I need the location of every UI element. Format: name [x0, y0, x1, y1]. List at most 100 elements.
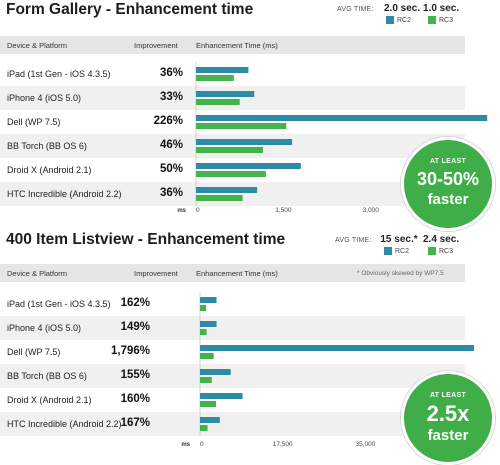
bar-rc3 [200, 353, 214, 359]
bar-rc2 [200, 321, 217, 327]
legend-rc3-label: RC3 [439, 247, 454, 255]
device-label: BB Torch (BB OS 6) [7, 371, 87, 381]
bar-rc2 [196, 115, 488, 121]
badge-bottom-text: faster [427, 427, 469, 444]
table-row: iPad (1st Gen - iOS 4.3.5) 36% [0, 62, 465, 86]
improvement-value: 33% [159, 91, 183, 103]
legend-rc3-swatch [428, 247, 436, 255]
improvement-value: 149% [120, 321, 150, 333]
legend-rc2-swatch [386, 16, 394, 24]
legend-rc3-label: RC3 [439, 16, 454, 24]
legend-rc2: RC2 [386, 16, 411, 24]
bar-rc2 [196, 91, 255, 97]
table-row: Dell (WP 7.5) 226% [0, 110, 465, 134]
bar-rc3 [200, 329, 207, 335]
bar-rc3 [196, 147, 263, 153]
x-tick-label: 17,500 [273, 441, 293, 448]
table-row: Droid X (Android 2.1) 50% [0, 158, 465, 182]
table-row: BB Torch (BB OS 6) 155% [0, 364, 465, 388]
improvement-value: 36% [159, 67, 183, 79]
chart-title: Form Gallery - Enhancement time [6, 1, 254, 18]
avg-time-rc2: 15 sec.* [380, 234, 418, 245]
column-header-time: Enhancement Time (ms) [196, 41, 278, 50]
skew-footnote: * Obviously skewed by WP7.5 [357, 270, 444, 277]
legend-rc3-swatch [428, 16, 436, 24]
x-tick-label: 3,000 [363, 207, 380, 214]
legend-rc3: RC3 [428, 247, 453, 255]
x-tick-label: 1,500 [275, 207, 292, 214]
avg-time-label: AVG TIME: [335, 237, 372, 244]
speedup-badge: AT LEAST 30-50% faster [401, 137, 495, 231]
improvement-value: 155% [120, 369, 150, 381]
table-row: iPhone 4 (iOS 5.0) 149% [0, 316, 465, 340]
table-row: Droid X (Android 2.1) 160% [0, 388, 465, 412]
improvement-value: 162% [120, 297, 150, 309]
avg-time-rc3: 2.4 sec. [423, 234, 460, 245]
column-header-device: Device & Platform [7, 41, 68, 50]
column-header-band [0, 264, 465, 282]
bar-rc3 [200, 425, 208, 431]
column-header-device: Device & Platform [7, 269, 68, 278]
x-unit-label: ms [181, 442, 190, 448]
improvement-value: 160% [120, 393, 150, 405]
device-label: iPhone 4 (iOS 5.0) [7, 93, 82, 103]
improvement-value: 167% [120, 417, 150, 429]
bar-rc3 [196, 75, 234, 81]
improvement-value: 50% [159, 163, 183, 175]
avg-time-label: AVG TIME: [337, 6, 374, 13]
badge-main-text: 2.5x [426, 401, 470, 426]
bar-rc3 [200, 401, 217, 407]
device-label: HTC Incredible (Android 2.2) [7, 419, 122, 429]
listview-chart: 400 Item Listview - Enhancement time AVG… [0, 230, 500, 465]
legend-rc3: RC3 [428, 16, 453, 24]
bar-rc2 [200, 297, 217, 303]
x-tick-label: 35,000 [355, 441, 375, 448]
table-row: HTC Incredible (Android 2.2) 167% [0, 412, 465, 436]
legend-rc2-label: RC2 [395, 247, 410, 255]
bar-rc2 [196, 187, 258, 193]
device-label: Dell (WP 7.5) [7, 117, 61, 127]
device-label: iPad (1st Gen - iOS 4.3.5) [7, 299, 111, 309]
improvement-value: 36% [159, 187, 183, 199]
bar-rc3 [196, 99, 240, 105]
legend-rc2: RC2 [384, 247, 409, 255]
badge-bottom-text: faster [427, 191, 469, 208]
column-header-time: Enhancement Time (ms) [196, 269, 278, 278]
device-label: HTC Incredible (Android 2.2) [7, 189, 122, 199]
x-tick-label: 0 [200, 441, 204, 448]
column-header-improvement: Improvement [134, 269, 178, 278]
avg-time-rc2: 2.0 sec. [384, 3, 421, 14]
speedup-badge: AT LEAST 2.5x faster [401, 371, 495, 465]
device-label: Droid X (Android 2.1) [7, 165, 92, 175]
x-tick-label: 0 [196, 207, 200, 214]
device-label: Droid X (Android 2.1) [7, 395, 92, 405]
table-row: Dell (WP 7.5) 1,796% [0, 340, 465, 364]
bar-rc2 [200, 393, 243, 399]
bar-rc3 [196, 195, 243, 201]
table-row: BB Torch (BB OS 6) 46% [0, 134, 465, 158]
bar-rc2 [200, 417, 220, 423]
table-row: iPhone 4 (iOS 5.0) 33% [0, 86, 465, 110]
bar-rc2 [200, 345, 475, 351]
bar-rc2 [200, 369, 231, 375]
bar-rc2 [196, 163, 301, 169]
device-label: iPhone 4 (iOS 5.0) [7, 323, 82, 333]
x-unit-label: ms [177, 208, 186, 214]
legend-rc2-label: RC2 [397, 16, 412, 24]
column-header-band [0, 36, 465, 54]
bar-rc3 [196, 123, 287, 129]
device-label: BB Torch (BB OS 6) [7, 141, 87, 151]
avg-time-rc3: 1.0 sec. [423, 3, 460, 14]
bar-rc3 [200, 305, 207, 311]
legend-rc2-swatch [384, 247, 392, 255]
chart-title: 400 Item Listview - Enhancement time [6, 231, 286, 248]
badge-top-text: AT LEAST [429, 158, 467, 165]
bar-rc3 [200, 377, 212, 383]
improvement-value: 46% [159, 139, 183, 151]
improvement-value: 226% [153, 115, 183, 127]
improvement-value: 1,796% [110, 345, 150, 357]
bar-rc3 [196, 171, 266, 177]
badge-main-text: 30-50% [416, 169, 480, 189]
device-label: Dell (WP 7.5) [7, 347, 61, 357]
